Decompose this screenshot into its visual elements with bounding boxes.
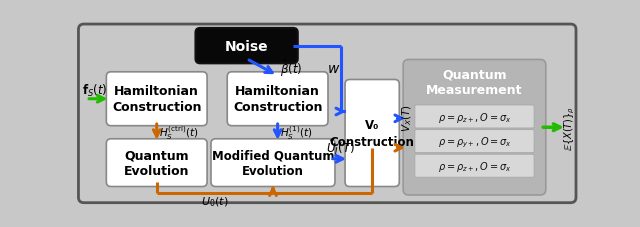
Text: $H_S^{\rm (ctrl)}(t)$: $H_S^{\rm (ctrl)}(t)$ (159, 123, 198, 141)
Text: $H_S^{(1)}(t)$: $H_S^{(1)}(t)$ (280, 123, 312, 141)
Text: $\rho = \rho_{z+}, O = \sigma_x$: $\rho = \rho_{z+}, O = \sigma_x$ (438, 160, 511, 174)
Text: Modified Quantum
Evolution: Modified Quantum Evolution (212, 148, 334, 177)
Text: Quantum
Evolution: Quantum Evolution (124, 148, 189, 177)
Text: Hamiltonian
Construction: Hamiltonian Construction (233, 85, 323, 114)
Text: $\hat{\beta}(t)$: $\hat{\beta}(t)$ (280, 58, 302, 79)
FancyBboxPatch shape (345, 80, 399, 187)
Text: $\rho = \rho_{y+}, O = \sigma_x$: $\rho = \rho_{y+}, O = \sigma_x$ (438, 135, 511, 149)
FancyBboxPatch shape (415, 105, 534, 128)
Text: $w$: $w$ (327, 62, 340, 76)
FancyBboxPatch shape (227, 72, 328, 126)
FancyBboxPatch shape (211, 139, 335, 187)
Text: $U_0(t)$: $U_0(t)$ (201, 194, 228, 208)
Text: $V_X(T)$: $V_X(T)$ (401, 104, 415, 131)
Text: Noise: Noise (225, 39, 268, 53)
Text: $\tilde{U}_I(T)$: $\tilde{U}_I(T)$ (326, 138, 355, 156)
Text: V₀
Construction: V₀ Construction (330, 118, 415, 148)
FancyBboxPatch shape (106, 72, 207, 126)
Text: $\mathbf{f}_S(t)$: $\mathbf{f}_S(t)$ (81, 82, 107, 99)
FancyBboxPatch shape (195, 29, 298, 64)
Text: Quantum
Measurement: Quantum Measurement (426, 68, 523, 97)
Text: Hamiltonian
Construction: Hamiltonian Construction (112, 85, 202, 114)
FancyBboxPatch shape (403, 60, 546, 195)
FancyBboxPatch shape (415, 155, 534, 178)
FancyBboxPatch shape (79, 25, 576, 203)
Text: $\mathbb{E}\{X(T)\}_\rho$: $\mathbb{E}\{X(T)\}_\rho$ (563, 105, 577, 150)
FancyBboxPatch shape (415, 130, 534, 153)
FancyBboxPatch shape (106, 139, 207, 187)
Text: $\rho = \rho_{z+}, O = \sigma_x$: $\rho = \rho_{z+}, O = \sigma_x$ (438, 111, 511, 125)
